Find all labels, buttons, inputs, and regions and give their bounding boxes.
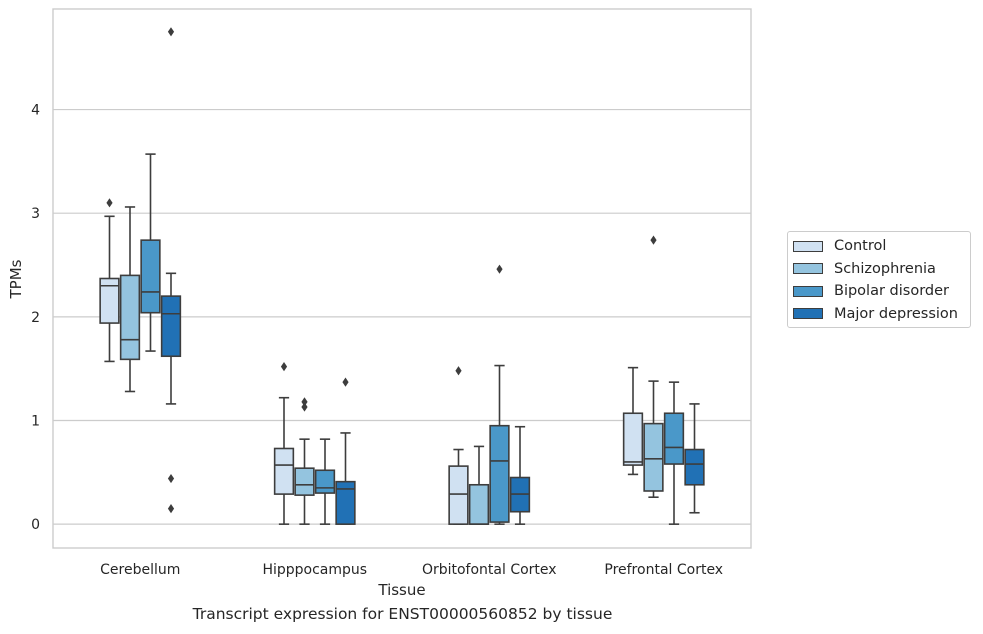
plot-area-frame	[52, 8, 752, 549]
box-plot-schizophrenia	[468, 445, 490, 525]
outlier-point	[280, 362, 288, 372]
box-plot-control	[99, 198, 120, 363]
x-tick-label: Hipppocampus	[262, 562, 367, 578]
outlier-point	[455, 366, 462, 376]
legend-swatch	[793, 308, 823, 320]
legend-swatch	[793, 263, 823, 275]
y-tick-label: 2	[31, 310, 40, 326]
legend-label: Major depression	[834, 305, 958, 322]
legend-item: Control	[788, 235, 970, 258]
box-iqr	[160, 295, 182, 358]
box-iqr	[294, 467, 315, 496]
box-plot-major-depression	[684, 403, 705, 514]
box-iqr	[663, 412, 685, 465]
legend-item: Schizophrenia	[788, 258, 970, 281]
outlier-point	[106, 198, 113, 208]
box-iqr	[335, 480, 356, 525]
box-iqr	[448, 465, 469, 525]
x-tick-label: Cerebellum	[100, 562, 180, 578]
chart-legend: Control Schizophrenia Bipolar disorder Majo…	[787, 231, 971, 328]
box-iqr	[489, 424, 510, 523]
outlier-point	[496, 264, 503, 274]
box-iqr	[643, 422, 664, 492]
y-axis-label: TPMs	[7, 259, 25, 299]
legend-swatch	[793, 240, 823, 252]
box-plot-bipolar-disorder	[314, 438, 336, 525]
x-axis-label: Tissue	[377, 581, 425, 599]
box-iqr	[140, 239, 161, 314]
legend-label: Bipolar disorder	[834, 283, 949, 300]
box-iqr	[273, 447, 295, 495]
box-plot-bipolar-disorder	[140, 153, 161, 352]
box-iqr	[684, 448, 705, 486]
legend-swatch	[793, 285, 823, 297]
chart-caption: Transcript expression for ENST0000056085…	[192, 605, 613, 623]
outlier-point	[167, 473, 175, 484]
box-plot-major-depression	[335, 377, 356, 525]
legend-label: Schizophrenia	[834, 260, 936, 277]
box-plot-major-depression	[160, 27, 182, 514]
x-axis-ticks: Cerebellum Hipppocampus Orbitofontal Corte…	[100, 562, 723, 578]
outlier-point	[301, 397, 308, 407]
box-iqr	[314, 469, 336, 494]
box-plot-control	[273, 362, 295, 525]
box-plot-schizophrenia	[119, 206, 141, 393]
box-iqr	[119, 274, 141, 361]
outlier-point	[342, 377, 349, 387]
box-plot-control	[622, 366, 644, 476]
legend-item: Bipolar disorder	[788, 280, 970, 303]
box-plot-bipolar-disorder	[663, 381, 685, 525]
y-tick-label: 1	[31, 414, 40, 430]
box-iqr	[99, 277, 120, 324]
box-iqr	[468, 483, 490, 525]
outlier-point	[167, 27, 175, 37]
y-tick-label: 3	[31, 206, 40, 222]
y-tick-label: 4	[31, 103, 40, 119]
box-plot-schizophrenia	[643, 235, 664, 499]
box-plot-schizophrenia	[294, 397, 315, 525]
outlier-point	[650, 235, 657, 245]
legend-item: Major depression	[788, 303, 970, 326]
y-axis-ticks: 0 1 2 3 4	[31, 103, 40, 534]
box-series	[99, 27, 705, 525]
y-tick-label: 0	[31, 517, 40, 533]
box-plot-bipolar-disorder	[489, 264, 510, 525]
outlier-point	[301, 402, 308, 412]
x-tick-label: Prefrontal Cortex	[604, 562, 723, 578]
outlier-point	[167, 504, 175, 514]
box-plot-major-depression	[509, 425, 531, 525]
box-iqr	[622, 412, 644, 466]
legend-label: Control	[834, 238, 887, 255]
x-tick-label: Orbitofontal Cortex	[422, 562, 557, 578]
box-plot-control	[448, 366, 469, 525]
